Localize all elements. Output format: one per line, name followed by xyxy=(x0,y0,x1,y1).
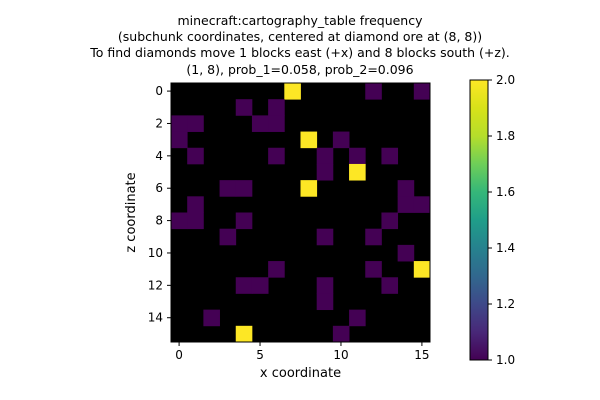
heatmap-cell xyxy=(349,163,366,181)
heatmap-cell xyxy=(332,325,350,343)
x-axis-label: x coordinate xyxy=(260,366,341,381)
colorbar-ticks: 1.0 1.2 1.4 1.6 1.8 2.0 xyxy=(488,73,515,367)
heatmap-cell xyxy=(381,212,399,230)
y-tick-label: 4 xyxy=(155,149,163,163)
colorbar-tick-label: 2.0 xyxy=(496,73,515,87)
heatmap-cell xyxy=(219,180,237,197)
heatmap-cell xyxy=(235,212,253,230)
title-line-3: To find diamonds move 1 blocks east (+x)… xyxy=(90,45,510,60)
colorbar-tick-label: 1.0 xyxy=(496,353,515,367)
heatmap-cell xyxy=(268,115,285,132)
heatmap-cell xyxy=(316,163,334,181)
heatmap-cell xyxy=(413,83,431,100)
y-tick-label: 14 xyxy=(148,311,163,325)
colorbar-tick-label: 1.2 xyxy=(496,297,515,311)
heatmap-cell xyxy=(397,196,415,213)
heatmap-cell xyxy=(316,277,334,294)
heatmap-cell xyxy=(235,99,253,116)
heatmap-cell xyxy=(397,244,415,262)
y-tick-label: 10 xyxy=(148,246,163,260)
heatmap-cell xyxy=(300,131,318,149)
y-tick-label: 8 xyxy=(155,214,163,228)
heatmap-cell xyxy=(381,277,399,294)
y-tick-label: 2 xyxy=(155,116,163,130)
heatmap-cell xyxy=(251,277,269,294)
heatmap-cells xyxy=(171,83,431,343)
heatmap-cell xyxy=(381,147,399,165)
x-tick-label: 0 xyxy=(175,348,183,362)
title-line-4: (1, 8), prob_1=0.058, prob_2=0.096 xyxy=(186,62,414,77)
y-axis: 0 2 4 6 8 10 12 14 xyxy=(148,84,171,325)
heatmap-cell xyxy=(268,147,285,165)
colorbar xyxy=(469,79,489,361)
heatmap-cell xyxy=(365,261,382,278)
heatmap-cell xyxy=(235,325,253,343)
heatmap-cell xyxy=(187,212,204,230)
heatmap-cell xyxy=(268,261,285,278)
title-line-1: minecraft:cartography_table frequency xyxy=(177,13,423,28)
heatmap-cell xyxy=(171,131,188,149)
title-line-2: (subchunk coordinates, centered at diamo… xyxy=(117,29,483,44)
heatmap-cell xyxy=(171,212,188,230)
heatmap-cell xyxy=(171,115,188,132)
heatmap-cell xyxy=(397,180,415,197)
colorbar-tick-label: 1.4 xyxy=(496,241,515,255)
y-tick-label: 6 xyxy=(155,181,163,195)
heatmap-cell xyxy=(187,147,204,165)
heatmap-cell xyxy=(219,228,237,246)
heatmap-cell xyxy=(316,228,334,246)
heatmap-cell xyxy=(413,261,431,278)
heatmap-cell xyxy=(316,293,334,311)
y-tick-label: 0 xyxy=(155,84,163,98)
x-tick-label: 15 xyxy=(414,348,429,362)
heatmap-cell xyxy=(235,277,253,294)
heatmap-cell xyxy=(187,115,204,132)
heatmap-cell xyxy=(316,147,334,165)
colorbar-tick-label: 1.8 xyxy=(496,129,515,143)
x-axis: 0 5 10 15 xyxy=(175,342,430,362)
heatmap-cell xyxy=(268,99,285,116)
colorbar-tick-label: 1.6 xyxy=(496,185,515,199)
heatmap-cell xyxy=(251,115,269,132)
heatmap-cell xyxy=(300,180,318,197)
y-tick-label: 12 xyxy=(148,278,163,292)
heatmap-cell xyxy=(187,196,204,213)
heatmap-cell xyxy=(413,196,431,213)
heatmap-cell xyxy=(365,83,382,100)
heatmap-cell xyxy=(349,147,366,165)
plot-frame xyxy=(170,82,431,343)
x-tick-label: 5 xyxy=(256,348,264,362)
heatmap-cell xyxy=(365,228,382,246)
heatmap-cell xyxy=(332,131,350,149)
x-tick-label: 10 xyxy=(333,348,348,362)
heatmap-cell xyxy=(284,83,301,100)
y-axis-label: z coordinate xyxy=(124,172,139,252)
heatmap-cell xyxy=(235,180,253,197)
heatmap-cell xyxy=(203,309,220,327)
heatmap-cell xyxy=(349,309,366,327)
